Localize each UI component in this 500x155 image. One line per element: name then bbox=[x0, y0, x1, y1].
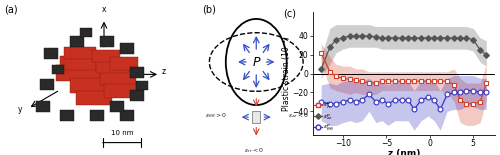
Bar bbox=[130, 67, 144, 78]
Bar bbox=[120, 43, 134, 54]
Bar bbox=[110, 101, 124, 112]
Bar bbox=[36, 101, 50, 112]
Bar bbox=[100, 36, 114, 46]
Bar bbox=[120, 110, 134, 121]
Bar bbox=[52, 65, 64, 74]
Text: $\varepsilon_{zz}<0$: $\varepsilon_{zz}<0$ bbox=[288, 111, 310, 120]
Bar bbox=[56, 65, 100, 81]
Bar bbox=[130, 90, 144, 101]
Text: $\varepsilon_{rr}<0$: $\varepsilon_{rr}<0$ bbox=[244, 146, 264, 155]
Text: P: P bbox=[252, 55, 260, 69]
Bar bbox=[104, 84, 136, 98]
Bar bbox=[76, 91, 112, 105]
Text: (a): (a) bbox=[4, 5, 18, 15]
Bar bbox=[92, 50, 120, 62]
Bar bbox=[70, 78, 110, 93]
Bar bbox=[90, 110, 104, 121]
Bar bbox=[100, 70, 136, 85]
X-axis label: z (nm): z (nm) bbox=[388, 149, 420, 155]
Bar bbox=[64, 46, 96, 59]
Bar bbox=[80, 28, 92, 37]
Text: (b): (b) bbox=[202, 5, 216, 15]
Text: $\varepsilon_{\theta\theta}>0$: $\varepsilon_{\theta\theta}>0$ bbox=[204, 111, 227, 120]
Text: y: y bbox=[18, 105, 22, 114]
Text: (c): (c) bbox=[284, 9, 296, 19]
Text: 10 nm: 10 nm bbox=[111, 130, 133, 136]
Bar bbox=[40, 79, 54, 90]
Bar bbox=[96, 59, 128, 73]
Bar bbox=[70, 36, 84, 46]
Bar bbox=[44, 48, 58, 59]
Text: x: x bbox=[102, 5, 106, 14]
Text: z: z bbox=[162, 67, 166, 76]
Bar bbox=[136, 81, 148, 90]
Bar bbox=[252, 111, 260, 123]
Bar bbox=[110, 57, 138, 70]
Bar bbox=[60, 56, 96, 70]
Y-axis label: Plastic strain (10⁻⁴): Plastic strain (10⁻⁴) bbox=[282, 36, 291, 111]
Legend: $\varepsilon^p_{rr}$, $\varepsilon^p_{zz}$, $\varepsilon^p_{\theta\theta}$: $\varepsilon^p_{rr}$, $\varepsilon^p_{zz… bbox=[314, 101, 334, 133]
Bar bbox=[60, 110, 74, 121]
